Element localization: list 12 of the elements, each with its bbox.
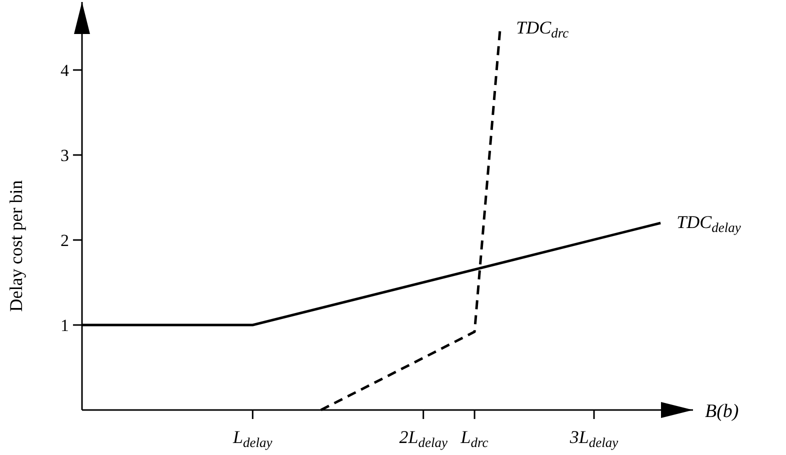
y-tick-label: 4: [60, 61, 70, 80]
x-tick-label: 2L$_{delay}$: [399, 427, 448, 450]
series-label: TDC$_{delay}$: [676, 212, 741, 234]
y-axis-title: Delay cost per bin: [6, 180, 26, 312]
y-tick-label: 3: [60, 146, 69, 165]
series-label: TDC$_{drc}$: [516, 17, 569, 40]
y-tick-label: 1: [60, 316, 69, 335]
x-tick-label: L$_{delay}$: [232, 427, 272, 450]
x-tick-label: 3L$_{delay}$: [568, 427, 618, 450]
x-axis-title: B(b): [705, 401, 739, 422]
x-tick-label: L$_{drc}$: [460, 427, 488, 450]
y-tick-label: 2: [60, 231, 69, 250]
